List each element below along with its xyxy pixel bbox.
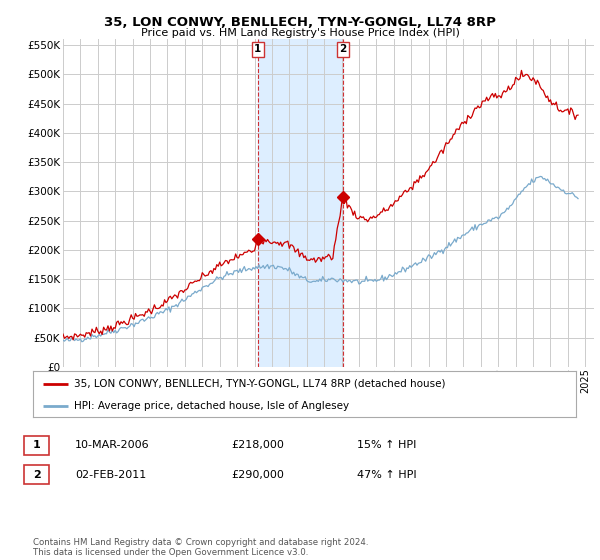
Text: HPI: Average price, detached house, Isle of Anglesey: HPI: Average price, detached house, Isle…	[74, 401, 349, 410]
Text: £290,000: £290,000	[231, 470, 284, 480]
Text: 10-MAR-2006: 10-MAR-2006	[75, 440, 149, 450]
Bar	[258, 39, 343, 367]
Text: £218,000: £218,000	[231, 440, 284, 450]
Text: Price paid vs. HM Land Registry's House Price Index (HPI): Price paid vs. HM Land Registry's House …	[140, 28, 460, 38]
Text: Contains HM Land Registry data © Crown copyright and database right 2024.
This d: Contains HM Land Registry data © Crown c…	[33, 538, 368, 557]
Text: 2: 2	[33, 470, 40, 480]
Text: 35, LON CONWY, BENLLECH, TYN-Y-GONGL, LL74 8RP (detached house): 35, LON CONWY, BENLLECH, TYN-Y-GONGL, LL…	[74, 379, 445, 389]
Text: 1: 1	[254, 44, 262, 54]
Text: 15% ↑ HPI: 15% ↑ HPI	[357, 440, 416, 450]
Text: 2: 2	[340, 44, 347, 54]
Text: 47% ↑ HPI: 47% ↑ HPI	[357, 470, 416, 480]
Text: 35, LON CONWY, BENLLECH, TYN-Y-GONGL, LL74 8RP: 35, LON CONWY, BENLLECH, TYN-Y-GONGL, LL…	[104, 16, 496, 29]
Text: 1: 1	[33, 440, 40, 450]
Text: 02-FEB-2011: 02-FEB-2011	[75, 470, 146, 480]
